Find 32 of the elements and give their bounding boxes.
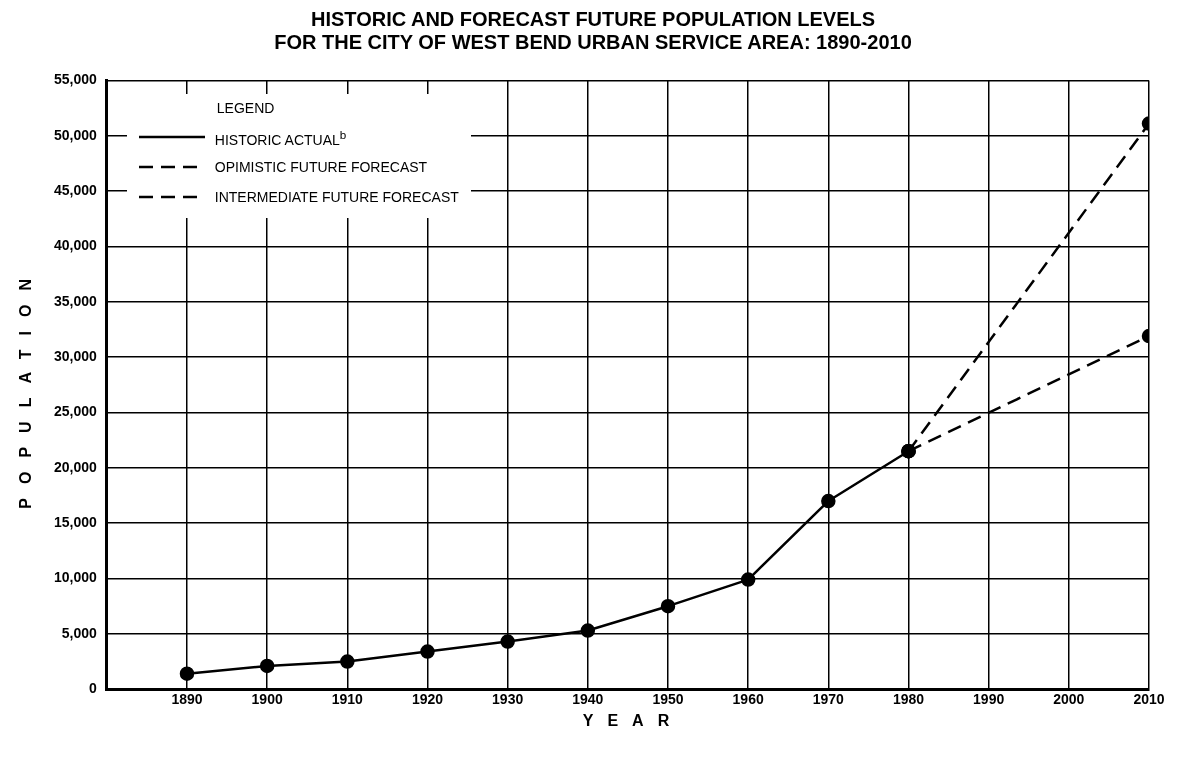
chart-title: HISTORIC AND FORECAST FUTURE POPULATION LEVELS FOR THE CITY OF WEST BEND URBAN SERVICE AREA: 1890-2010 bbox=[273, 8, 913, 54]
x-tick-label: 1970 bbox=[812, 691, 845, 708]
y-tick-label: 40,000 bbox=[53, 237, 98, 254]
x-tick-label: 1980 bbox=[892, 691, 925, 708]
legend-label: OPIMISTIC FUTURE FORECAST bbox=[214, 159, 428, 176]
y-axis-title: POPULATION bbox=[17, 265, 35, 509]
y-tick-label: 55,000 bbox=[53, 71, 98, 88]
y-tick-label: 10,000 bbox=[53, 569, 98, 586]
x-tick-label: 1990 bbox=[973, 691, 1005, 708]
x-tick-label: 1930 bbox=[492, 691, 524, 708]
legend-label: INTERMEDIATE FUTURE FORECAST bbox=[214, 189, 459, 206]
y-tick-label: 50,000 bbox=[53, 126, 98, 143]
x-tick-label: 1890 bbox=[171, 691, 203, 708]
x-tick-label: 1920 bbox=[411, 691, 444, 708]
y-tick-label: 30,000 bbox=[53, 347, 98, 364]
y-tick-label: 45,000 bbox=[53, 181, 98, 198]
x-tick-label: 2000 bbox=[1053, 691, 1085, 708]
x-axis-title: YEAR bbox=[581, 712, 685, 730]
x-tick-label: 1910 bbox=[331, 691, 364, 708]
x-tick-label: 1960 bbox=[732, 691, 764, 708]
x-tick-label: 2010 bbox=[1133, 691, 1165, 708]
y-tick-label: 0 bbox=[89, 680, 98, 697]
x-tick-label: 1940 bbox=[572, 691, 604, 708]
y-tick-label: 20,000 bbox=[53, 458, 98, 475]
legend-label: HISTORIC ACTUAL$^{b}$ bbox=[214, 127, 347, 148]
y-tick-label: 25,000 bbox=[53, 403, 98, 420]
y-tick-label: 15,000 bbox=[53, 514, 98, 531]
legend-title: LEGEND bbox=[216, 100, 276, 117]
x-tick-label: 1950 bbox=[652, 691, 684, 708]
x-tick-label: 1900 bbox=[251, 691, 283, 708]
y-tick-label: 5,000 bbox=[61, 624, 98, 641]
y-tick-label: 35,000 bbox=[53, 292, 98, 309]
